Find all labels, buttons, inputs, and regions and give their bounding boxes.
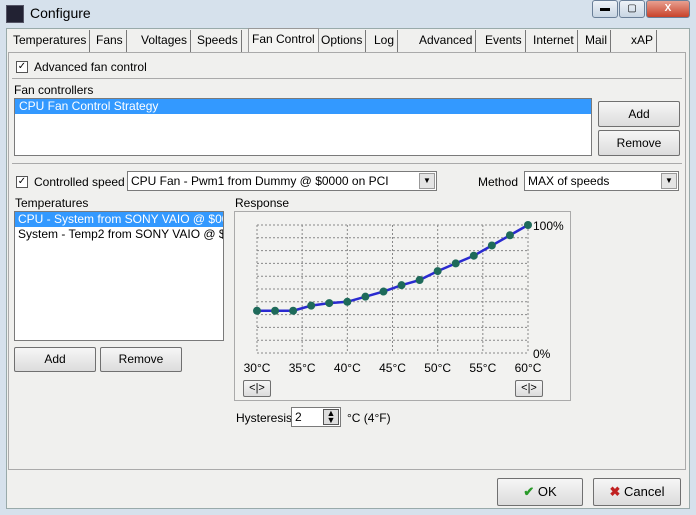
method-select[interactable]: MAX of speeds ▼: [524, 171, 679, 191]
curve-point: [325, 299, 334, 308]
curve-point: [451, 259, 460, 268]
list-item[interactable]: System - Temp2 from SONY VAIO @ $0000: [18, 227, 223, 241]
curve-point: [524, 221, 532, 229]
curve-point: [379, 287, 388, 296]
temperatures-list[interactable]: CPU - System from SONY VAIO @ $0000 Syst…: [14, 211, 224, 341]
add-controller-button[interactable]: Add: [598, 101, 680, 127]
tab-temperatures[interactable]: Temperatures: [10, 30, 91, 52]
left-range-scroll-button[interactable]: <|>: [243, 380, 271, 397]
select-value: MAX of speeds: [528, 174, 610, 188]
list-item[interactable]: CPU Fan Control Strategy: [15, 99, 591, 114]
curve-point: [469, 251, 478, 260]
cancel-button[interactable]: ✖ Cancel: [593, 478, 681, 506]
x-tick-label: 35°C: [289, 361, 316, 375]
curve-point: [433, 267, 442, 276]
tab-speeds[interactable]: Speeds: [194, 30, 242, 52]
chevron-down-icon: ▼: [661, 173, 677, 189]
divider: [12, 78, 682, 79]
chevron-down-icon: ▼: [419, 173, 435, 189]
close-button[interactable]: X: [646, 0, 690, 18]
tab-events[interactable]: Events: [482, 30, 526, 52]
x-tick-label: 45°C: [379, 361, 406, 375]
tab-options[interactable]: Options: [318, 30, 367, 52]
select-value: CPU Fan - Pwm1 from Dummy @ $0000 on PCI: [131, 174, 389, 188]
curve-point: [343, 297, 352, 306]
tab-mail[interactable]: Mail: [582, 30, 612, 52]
tab-voltages[interactable]: Voltages: [138, 30, 192, 52]
x-tick-label: 40°C: [334, 361, 361, 375]
ok-label: OK: [537, 484, 557, 499]
maximize-button[interactable]: ▢: [619, 0, 645, 18]
spinner-icon[interactable]: ▲ ▼: [323, 409, 339, 425]
remove-temperature-button[interactable]: Remove: [100, 347, 182, 372]
response-chart-frame: [234, 211, 571, 401]
list-item[interactable]: CPU - System from SONY VAIO @ $0000: [15, 212, 223, 227]
advanced-fan-control-checkbox[interactable]: ✓: [16, 61, 28, 73]
x-tick-label: 50°C: [424, 361, 451, 375]
hysteresis-value: 2: [295, 410, 302, 424]
curve-point: [253, 306, 261, 315]
window-title: Configure: [30, 5, 91, 21]
curve-point: [307, 301, 316, 310]
controlled-speed-select[interactable]: CPU Fan - Pwm1 from Dummy @ $0000 on PCI…: [127, 171, 437, 191]
method-label: Method: [478, 175, 519, 189]
controlled-speed-label: Controlled speed: [34, 175, 125, 189]
ok-button[interactable]: ✔ OK: [497, 478, 583, 506]
controlled-speed-checkbox[interactable]: ✓: [16, 176, 28, 188]
tab-advanced[interactable]: Advanced: [416, 30, 477, 52]
hysteresis-unit: °C (4°F): [347, 411, 391, 425]
cross-icon: ✖: [609, 484, 621, 499]
y-label-min: 0%: [533, 347, 551, 361]
response-label: Response: [235, 196, 290, 210]
x-tick-label: 30°C: [244, 361, 271, 375]
x-tick-label: 60°C: [515, 361, 542, 375]
temperatures-label: Temperatures: [15, 196, 89, 210]
right-range-scroll-button[interactable]: <|>: [515, 380, 543, 397]
curve-point: [415, 276, 424, 285]
cancel-label: Cancel: [624, 484, 665, 499]
advanced-fan-control-label: Advanced fan control: [34, 60, 147, 74]
remove-controller-button[interactable]: Remove: [598, 130, 680, 156]
curve-point: [487, 241, 496, 250]
curve-point: [361, 292, 370, 301]
add-temperature-button[interactable]: Add: [14, 347, 96, 372]
tab-xap[interactable]: xAP: [628, 30, 658, 52]
tab-internet[interactable]: Internet: [530, 30, 578, 52]
hysteresis-label: Hysteresis: [236, 411, 293, 425]
curve-point: [505, 231, 514, 240]
fan-controllers-list[interactable]: CPU Fan Control Strategy: [14, 98, 592, 156]
hysteresis-input[interactable]: 2 ▲ ▼: [291, 407, 341, 427]
tab-fan-control[interactable]: Fan Control: [248, 28, 319, 52]
curve-point: [271, 306, 280, 315]
app-icon: [6, 5, 24, 23]
divider: [12, 163, 682, 164]
y-label-max: 100%: [533, 219, 564, 233]
minimize-button[interactable]: ▬: [592, 0, 618, 18]
response-curve: [257, 223, 529, 313]
fan-controllers-label: Fan controllers: [14, 83, 94, 97]
curve-point: [397, 281, 406, 290]
tab-log[interactable]: Log: [371, 30, 399, 52]
curve-point: [289, 306, 298, 315]
x-tick-label: 55°C: [469, 361, 496, 375]
check-icon: ✔: [523, 484, 535, 499]
tab-fans[interactable]: Fans: [93, 30, 127, 52]
